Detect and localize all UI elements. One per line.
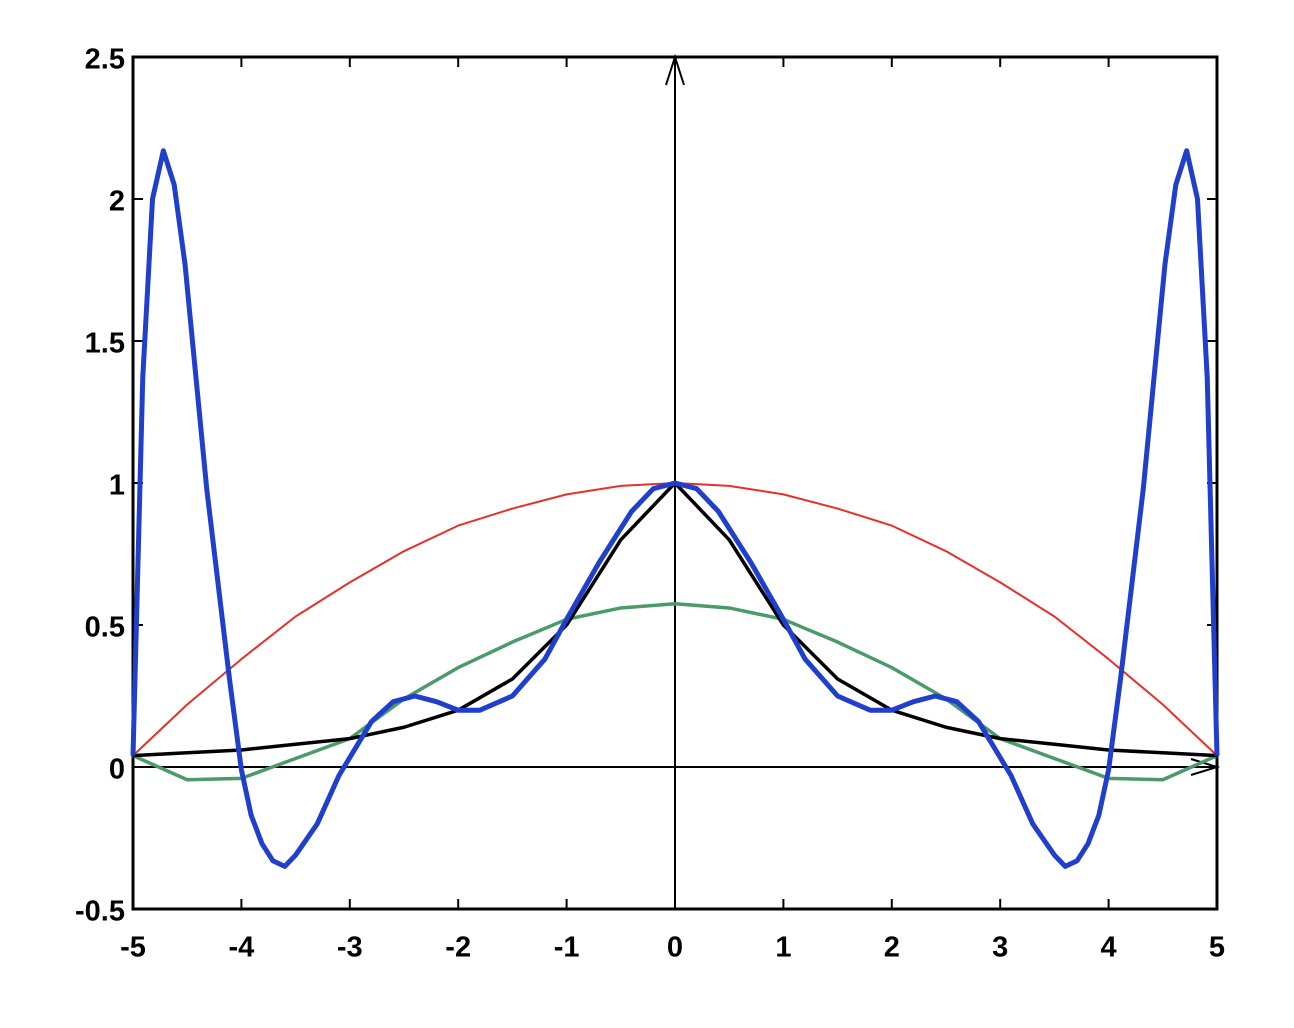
- x-tick-label: 4: [1101, 932, 1117, 964]
- y-tick-label: 1: [109, 470, 125, 502]
- line-series: [132, 601, 1218, 782]
- x-tick-label: -2: [445, 932, 471, 964]
- y-tick-label: 2.5: [85, 44, 125, 76]
- x-tick-label: 1: [775, 932, 791, 964]
- x-tick-label: -1: [554, 932, 580, 964]
- y-tick-label: 0.5: [85, 612, 125, 644]
- x-tick-label: 0: [667, 932, 683, 964]
- x-tick-label: -5: [120, 932, 146, 964]
- x-tick-label: -4: [229, 932, 255, 964]
- x-tick-label: 5: [1209, 932, 1225, 964]
- y-tick-label: 1.5: [85, 328, 125, 360]
- line-series: [130, 148, 1220, 869]
- x-tick-label: 2: [884, 932, 900, 964]
- x-tick-label: 3: [992, 932, 1008, 964]
- x-tick-label: -3: [337, 932, 363, 964]
- y-axis-arrow: [665, 53, 685, 86]
- y-tick-label: 2: [109, 186, 125, 218]
- y-tick-label: -0.5: [75, 896, 125, 928]
- y-tick-label: 0: [109, 754, 125, 786]
